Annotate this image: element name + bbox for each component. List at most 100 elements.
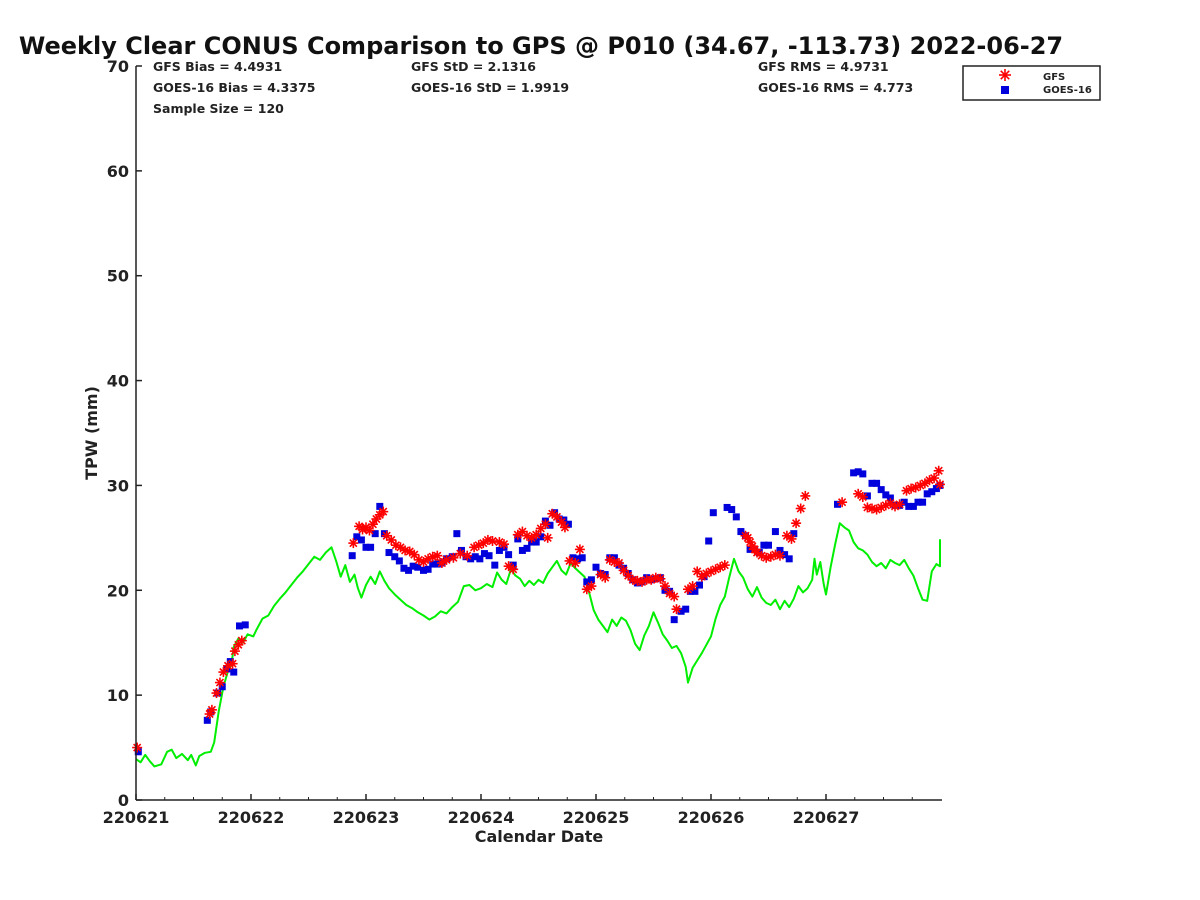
gfs-point: [786, 533, 797, 544]
gfs-point: [204, 709, 215, 720]
goes16-point: [353, 533, 361, 541]
goes16-point: [523, 544, 531, 552]
y-tick-label: 60: [107, 162, 129, 181]
goes16-point: [230, 668, 238, 676]
goes16-point: [905, 502, 913, 510]
goes16-point: [723, 503, 731, 511]
goes16-point: [362, 543, 370, 551]
y-tick-label: 50: [107, 267, 129, 286]
legend-label-gfs: GFS: [1043, 72, 1065, 83]
goes16-point: [471, 553, 479, 561]
stat-gfs-bias: GFS Bias = 4.4931: [153, 59, 282, 74]
goes16-point: [424, 565, 432, 573]
gfs-point: [227, 658, 238, 669]
goes16-point: [578, 554, 586, 562]
goes16-point: [732, 513, 740, 521]
goes16-point: [485, 552, 493, 560]
gfs-point: [655, 573, 666, 584]
axes: 0 10 20 30 40 50 60 70 220621 220622 220623 220624…: [103, 57, 942, 827]
x-axis-label: Calendar Date: [475, 827, 604, 846]
goes16-point: [429, 560, 437, 568]
goes16-point: [371, 530, 379, 538]
goes16-point: [771, 528, 779, 536]
goes16-point: [218, 683, 226, 691]
goes16-point: [241, 621, 249, 629]
goes16-point: [414, 563, 422, 571]
goes16-point: [457, 546, 465, 554]
goes16-point: [505, 551, 513, 559]
goes16-point: [923, 490, 931, 498]
legend-gfs-asterisk-marker: [999, 69, 1011, 81]
y-tick-label: 40: [107, 372, 129, 391]
gfs-point: [574, 544, 585, 555]
goes16-point: [574, 555, 582, 563]
stat-gfs-std: GFS StD = 2.1316: [411, 59, 536, 74]
stat-goes16-rms: GOES-16 RMS = 4.773: [758, 80, 913, 95]
goes16-point: [134, 748, 142, 756]
chart-title: Weekly Clear CONUS Comparison to GPS @ P…: [19, 32, 1063, 60]
goes16-point: [886, 494, 894, 502]
y-tick-label: 70: [107, 57, 129, 76]
gfs-point: [687, 581, 698, 592]
legend-gfs-asterisk: [999, 69, 1011, 81]
gfs-point: [348, 538, 359, 549]
goes16-point: [790, 530, 798, 538]
gfs-point: [508, 564, 519, 575]
gfs-point: [206, 704, 217, 715]
gfs-point: [570, 558, 581, 569]
gfs-point: [503, 561, 514, 572]
gfs-point: [378, 506, 389, 517]
goes16-point: [850, 469, 858, 477]
gfs-point: [800, 490, 811, 501]
y-axis-label: TPW (mm): [82, 386, 101, 480]
goes16-point: [873, 479, 881, 487]
goes16-point: [737, 528, 745, 536]
goes16-point: [236, 622, 243, 630]
goes16-point: [583, 578, 591, 586]
goes16-point: [476, 555, 484, 563]
goes16-point: [882, 491, 890, 499]
gfs-point: [837, 497, 848, 508]
goes16-point: [453, 530, 461, 538]
gfs-point: [614, 558, 624, 569]
gfs-point: [432, 550, 443, 561]
goes16-point: [765, 541, 772, 549]
goes16-point: [709, 509, 717, 517]
gfs-point: [600, 572, 611, 583]
gfs-point: [857, 491, 868, 502]
goes16-point: [677, 607, 685, 615]
gfs-point: [542, 532, 553, 543]
goes16-point: [760, 541, 768, 549]
y-tick-label: 20: [107, 581, 129, 600]
goes16-point: [587, 576, 595, 584]
gfs-point: [660, 581, 670, 592]
gfs-point: [499, 539, 509, 550]
stat-sample-size: Sample Size = 120: [153, 101, 284, 116]
goes16-point: [420, 566, 427, 574]
legend-box: [962, 65, 1101, 101]
goes16-point: [405, 566, 413, 574]
gfs-point: [559, 522, 570, 533]
gfs-point: [795, 503, 806, 514]
gfs-point: [462, 550, 473, 561]
x-tick-label: 220625: [563, 808, 630, 827]
gfs-point: [211, 688, 222, 699]
gfs-point: [775, 550, 785, 561]
gfs-point: [894, 499, 905, 510]
goes16-point: [776, 546, 784, 554]
gfs-point: [214, 677, 225, 688]
goes16-point: [909, 502, 917, 510]
goes16-point: [682, 605, 690, 613]
gfs-point: [367, 519, 378, 530]
goes16-point: [357, 536, 365, 544]
goes16-point: [546, 521, 554, 529]
gfs-point: [132, 742, 143, 753]
goes16-point: [670, 616, 678, 624]
goes16-point: [868, 479, 876, 487]
statistics-block: GFS Bias = 4.4931 GOES-16 Bias = 4.3375 …: [153, 59, 913, 116]
goes16-point: [391, 553, 399, 561]
gfs-point: [791, 518, 802, 529]
x-tick-label: 220627: [793, 808, 860, 827]
